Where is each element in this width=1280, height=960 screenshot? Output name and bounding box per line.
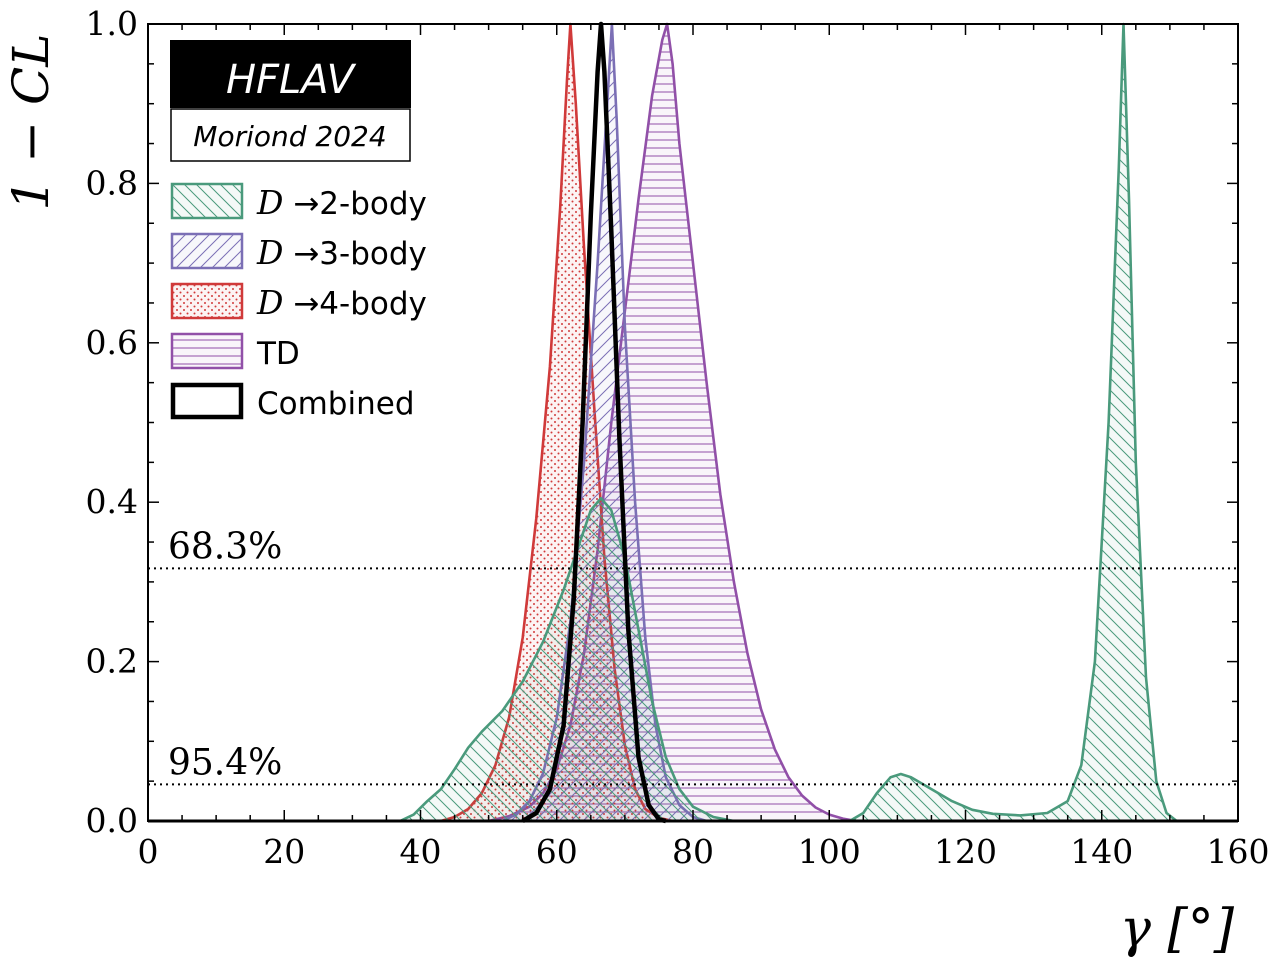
x-tick-label: 100 [798, 832, 861, 871]
legend-label-math: D [256, 233, 283, 272]
y-axis-title: 1 − CL [2, 34, 60, 211]
legend-label-text: Combined [257, 386, 415, 422]
y-tick-label: 0.2 [86, 642, 138, 681]
legend-label-text: →3-body [283, 236, 426, 272]
series-four-body-hatch [440, 24, 673, 821]
legend-label-math: D [256, 183, 283, 222]
legend-label: D →3-body [256, 233, 427, 272]
y-tick-label: 0.4 [86, 482, 138, 521]
legend-item-four-body: D →4-body [170, 282, 427, 322]
legend-item-combined: Combined [170, 382, 415, 422]
legend-item-two-body: D →2-body [170, 182, 427, 222]
legend-label-text: TD [256, 336, 300, 372]
reference-label-0: 68.3% [168, 526, 282, 567]
legend-label: TD [256, 336, 300, 372]
legend-swatch [170, 332, 244, 370]
x-tick-label: 40 [400, 832, 442, 871]
legend-label: D →4-body [256, 283, 427, 322]
badge-title-box [170, 40, 411, 108]
series-two-body-hatch [400, 24, 1177, 821]
y-tick-label: 1.0 [86, 4, 138, 43]
x-tick-label: 60 [536, 832, 578, 871]
x-axis-title: γ [°] [1120, 899, 1235, 959]
axis-tick-labels: 0 20 40 60 80 100 120 140 160 0.0 0.2 0.4 0.6 0.8 1.0 [86, 4, 1270, 871]
axis-ticks [147, 23, 1239, 822]
x-tick-label: 160 [1207, 832, 1270, 871]
x-tick-label: 80 [672, 832, 714, 871]
badge-subtitle: Moriond 2024 [193, 120, 386, 153]
x-tick-label: 20 [263, 832, 305, 871]
legend-swatch [170, 232, 244, 270]
x-tick-label: 140 [1070, 832, 1133, 871]
legend-label-text: →2-body [283, 186, 426, 222]
series-three-body-hatch [502, 24, 707, 821]
x-tick-label: 120 [934, 832, 997, 871]
legend-item-three-body: D →3-body [170, 232, 427, 272]
reference-label-1: 95.4% [168, 742, 282, 783]
y-tick-label: 0.8 [86, 163, 138, 202]
legend-label: D →2-body [256, 183, 427, 222]
legend-label-math: D [256, 283, 283, 322]
y-tick-label: 0.0 [86, 801, 138, 840]
series-two-body [399, 22, 1178, 823]
reference-lines: 68.3% 95.4% [148, 526, 1238, 786]
legend-label-text: →4-body [283, 286, 426, 322]
legend-label: Combined [257, 386, 415, 422]
legend-swatch [170, 282, 244, 320]
legend-item-td: TD [170, 332, 300, 372]
x-tick-label: 0 [138, 832, 159, 871]
legend-swatch [170, 182, 244, 220]
y-tick-label: 0.6 [86, 323, 138, 362]
legend-swatch [170, 382, 244, 420]
hflav-badge: HFLAV Moriond 2024 [170, 40, 411, 162]
badge-title: HFLAV [226, 57, 357, 103]
series-td-hatch [488, 24, 857, 821]
badge-subtitle-box [170, 108, 411, 162]
